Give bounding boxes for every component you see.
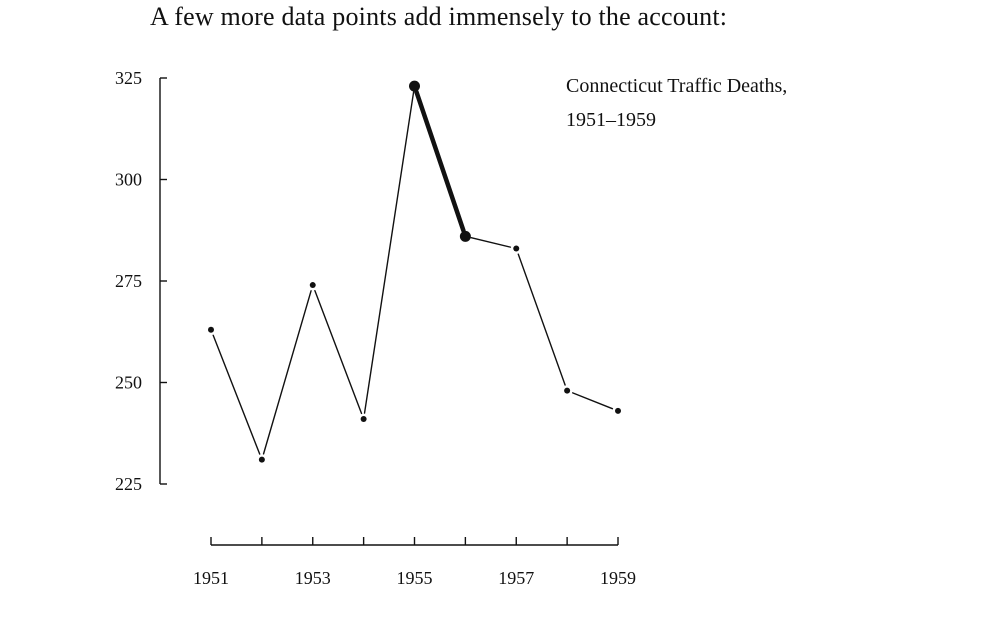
x-axis: 1951 1953 1955 1957 1959	[193, 537, 636, 588]
x-tick-label-1955: 1955	[397, 568, 433, 588]
y-tick-label-225: 225	[115, 474, 142, 494]
segment-1952-1953	[262, 290, 312, 455]
point-1956	[459, 230, 471, 242]
segment-1958-1959	[571, 392, 614, 410]
segment-1956-1957	[470, 237, 512, 248]
point-1957	[513, 245, 520, 252]
chart-title-line-2: 1951–1959	[566, 109, 656, 131]
intro-text: A few more data points add immensely to …	[150, 2, 728, 31]
x-tick-label-1957: 1957	[498, 568, 534, 588]
segment-1951-1952	[212, 334, 261, 455]
y-tick-label-250: 250	[115, 373, 142, 393]
series-line	[212, 89, 614, 455]
segment-1955-1956	[414, 89, 466, 233]
y-tick-label-275: 275	[115, 271, 142, 291]
x-tick-label-1959: 1959	[600, 568, 636, 588]
segment-1954-1955	[363, 91, 415, 414]
series-points	[208, 80, 621, 463]
segment-1957-1958	[517, 253, 566, 386]
point-1959	[615, 407, 621, 414]
point-1954	[360, 416, 367, 423]
y-tick-label-325: 325	[115, 68, 142, 88]
y-axis: 225 250 275 300 325	[115, 68, 167, 494]
x-tick-label-1953: 1953	[295, 568, 331, 588]
point-1951	[208, 326, 214, 333]
chart-title-line-1: Connecticut Traffic Deaths,	[566, 75, 787, 97]
chart-title: Connecticut Traffic Deaths, 1951–1959	[566, 75, 787, 131]
x-tick-label-1951: 1951	[193, 568, 229, 588]
segment-1953-1954	[314, 289, 363, 415]
point-1952	[258, 456, 265, 463]
point-1958	[564, 387, 571, 394]
point-1953	[309, 282, 316, 289]
y-tick-label-300: 300	[115, 170, 142, 190]
point-1955	[409, 80, 420, 92]
